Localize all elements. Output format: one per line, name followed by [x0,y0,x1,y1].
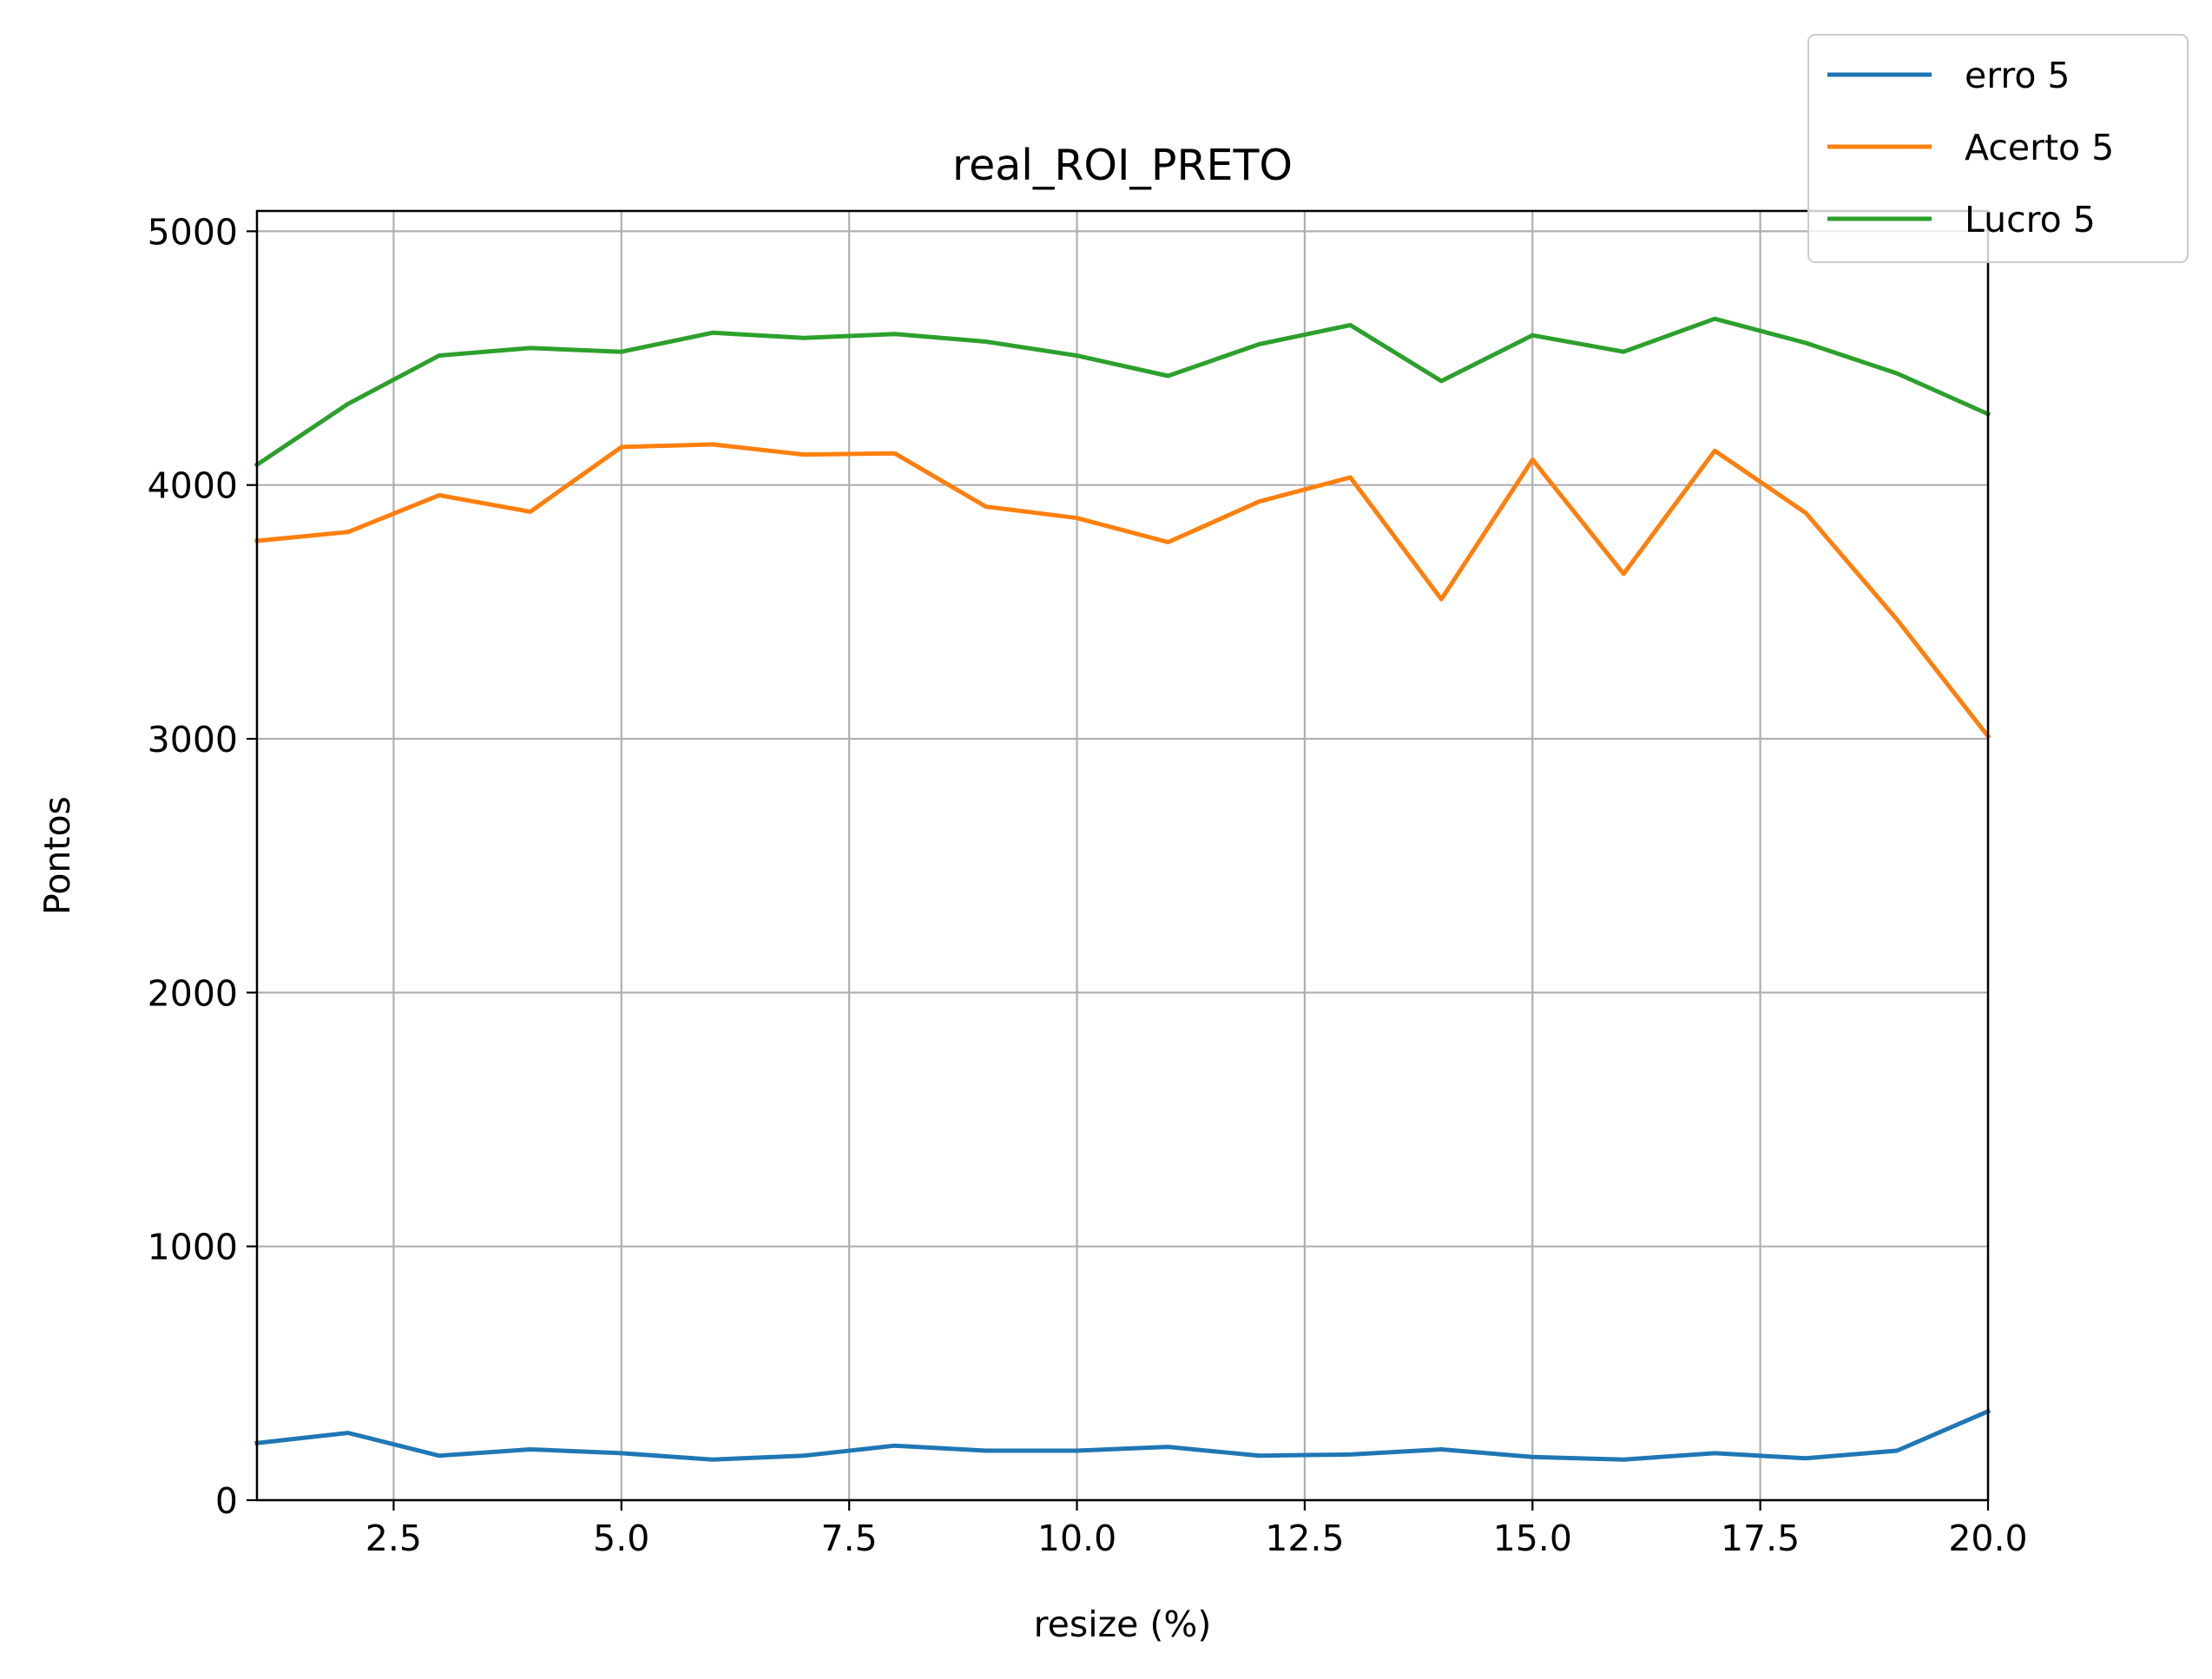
x-tick-label: 17.5 [1721,1518,1800,1559]
x-tick-label: 2.5 [365,1518,422,1559]
x-tick-label: 5.0 [593,1518,649,1559]
legend-label: Lucro 5 [1965,199,2096,240]
legend-box [1807,34,2189,263]
series-line-lucro-5 [253,316,1991,468]
y-tick-label: 1000 [148,1227,238,1268]
x-axis: 2.5 5.0 7.5 10.0 12.5 15.0 17.5 20.0 [365,1500,2028,1559]
x-tick-label: 20.0 [1948,1518,2027,1559]
series-line-erro-5 [254,1408,1991,1462]
series-line-acerto-5 [254,442,1991,740]
legend-label: Acerto 5 [1965,127,2114,168]
y-tick-label: 5000 [148,211,238,253]
y-axis-label: Pontos [36,796,78,915]
y-tick-label: 2000 [148,972,238,1014]
chart-title: real_ROI_PRETO [952,141,1293,190]
legend: erro 5 Acerto 5 Lucro 5 [1807,34,2189,263]
y-axis: 0 1000 2000 3000 4000 5000 [148,211,257,1522]
legend-label: erro 5 [1965,55,2070,96]
legend-items: erro 5 Acerto 5 Lucro 5 [1827,55,2114,240]
x-tick-label: 12.5 [1265,1518,1344,1559]
y-tick-label: 4000 [148,465,238,507]
plot-frame [255,209,1990,1502]
x-tick-label: 15.0 [1493,1518,1572,1559]
x-tick-label: 10.0 [1037,1518,1116,1559]
series-lines [253,316,1991,1462]
y-tick-label: 3000 [148,719,238,760]
x-axis-label: resize (%) [1034,1603,1212,1645]
x-tick-label: 7.5 [821,1518,878,1559]
y-tick-label: 0 [215,1480,238,1522]
